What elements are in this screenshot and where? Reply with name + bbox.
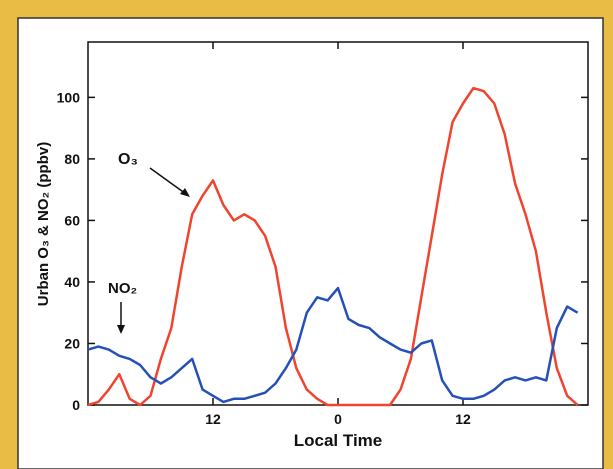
x-tick-label: 0 xyxy=(334,411,342,427)
x-axis-label: Local Time xyxy=(294,431,383,450)
x-tick-label: 12 xyxy=(455,411,471,427)
series-line xyxy=(87,86,579,407)
y-axis-label: Urban O₃ & NO₂ (ppbv) xyxy=(35,142,52,306)
panel xyxy=(17,17,604,469)
y-tick-label: 0 xyxy=(72,397,80,413)
y-tick-label: 100 xyxy=(57,89,81,105)
arrow-head xyxy=(117,325,125,334)
y-tick-label: 40 xyxy=(64,274,80,290)
arrow xyxy=(149,167,187,195)
y-tick-label: 20 xyxy=(64,335,80,351)
y-tick-label: 60 xyxy=(64,212,80,228)
series-line xyxy=(87,286,579,404)
annotation: O₃ xyxy=(118,151,138,168)
x-tick-label: 12 xyxy=(205,411,221,427)
annotation: NO₂ xyxy=(108,280,137,297)
arrow-head xyxy=(180,188,190,197)
y-tick-label: 80 xyxy=(64,151,80,167)
